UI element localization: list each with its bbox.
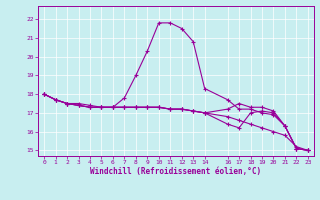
X-axis label: Windchill (Refroidissement éolien,°C): Windchill (Refroidissement éolien,°C): [91, 167, 261, 176]
